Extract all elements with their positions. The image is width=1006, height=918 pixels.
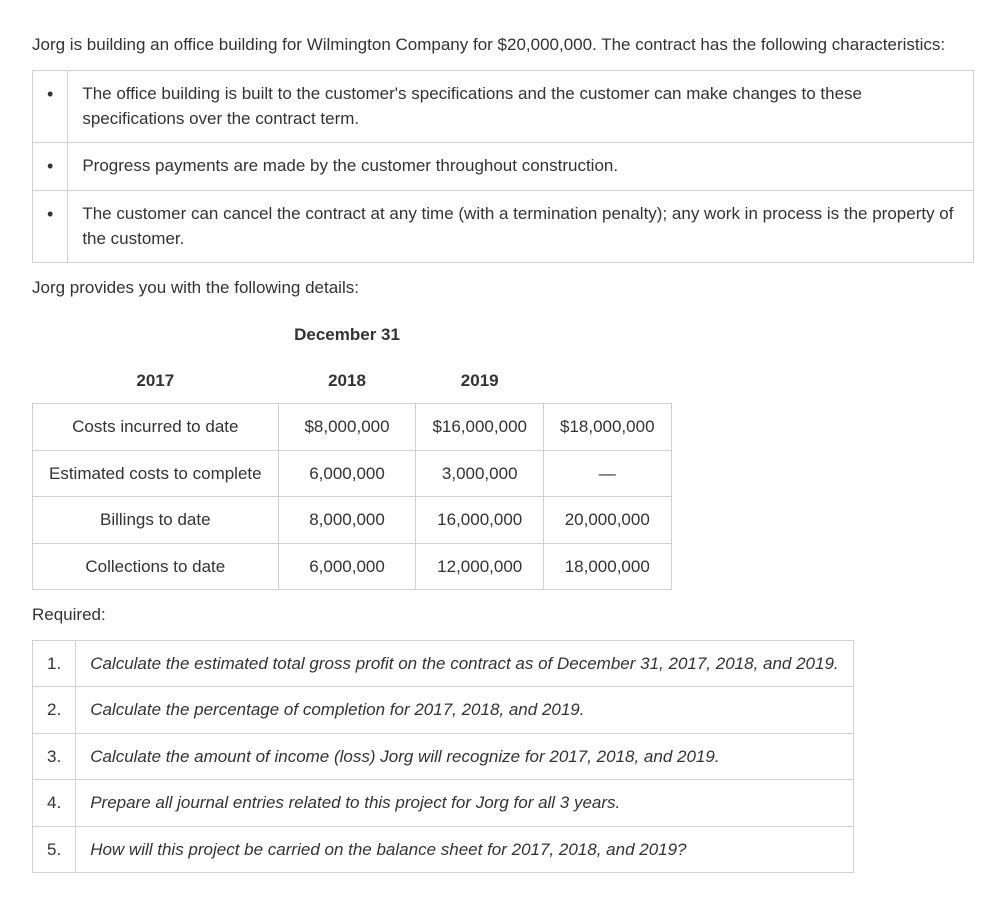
item-text: Prepare all journal entries related to t… [76, 780, 853, 827]
item-text: Calculate the percentage of completion f… [76, 687, 853, 734]
row-label: Costs incurred to date [33, 404, 279, 451]
item-text: Calculate the amount of income (loss) Jo… [76, 733, 853, 780]
cell-value: 18,000,000 [543, 543, 671, 590]
table-header-row: December 31 [33, 312, 672, 358]
cell-value: 8,000,000 [278, 497, 416, 544]
item-number: 2. [33, 687, 76, 734]
year-header: 2018 [278, 358, 416, 404]
row-label: Collections to date [33, 543, 279, 590]
cell-value: 12,000,000 [416, 543, 544, 590]
table-row: • Progress payments are made by the cust… [33, 142, 974, 190]
table-row: Collections to date 6,000,000 12,000,000… [33, 543, 672, 590]
item-number: 1. [33, 640, 76, 687]
bullet-icon: • [33, 190, 68, 262]
characteristic-text: Progress payments are made by the custom… [68, 142, 974, 190]
problem-content: Jorg is building an office building for … [32, 32, 974, 873]
item-text: How will this project be carried on the … [76, 826, 853, 873]
cell-value: — [543, 450, 671, 497]
characteristic-text: The office building is built to the cust… [68, 70, 974, 142]
required-label: Required: [32, 602, 974, 628]
cell-value: 6,000,000 [278, 450, 416, 497]
cell-value: 3,000,000 [416, 450, 544, 497]
cell-value: 6,000,000 [278, 543, 416, 590]
year-header: 2019 [416, 358, 544, 404]
required-list: 1. Calculate the estimated total gross p… [32, 640, 854, 874]
list-item: 5. How will this project be carried on t… [33, 826, 854, 873]
list-item: 4. Prepare all journal entries related t… [33, 780, 854, 827]
cell-value: $18,000,000 [543, 404, 671, 451]
intro-text: Jorg is building an office building for … [32, 32, 974, 58]
year-header-row: 2017 2018 2019 [33, 358, 672, 404]
list-item: 3. Calculate the amount of income (loss)… [33, 733, 854, 780]
row-label: Estimated costs to complete [33, 450, 279, 497]
list-item: 1. Calculate the estimated total gross p… [33, 640, 854, 687]
year-header: 2017 [33, 358, 279, 404]
characteristics-table: • The office building is built to the cu… [32, 70, 974, 263]
cell-value: 16,000,000 [416, 497, 544, 544]
table-row: • The customer can cancel the contract a… [33, 190, 974, 262]
cell-value: $16,000,000 [416, 404, 544, 451]
super-header: December 31 [278, 312, 416, 358]
bullet-icon: • [33, 142, 68, 190]
characteristic-text: The customer can cancel the contract at … [68, 190, 974, 262]
table-row: Costs incurred to date $8,000,000 $16,00… [33, 404, 672, 451]
cell-value: 20,000,000 [543, 497, 671, 544]
table-row: Estimated costs to complete 6,000,000 3,… [33, 450, 672, 497]
data-table: December 31 2017 2018 2019 Costs incurre… [32, 312, 672, 590]
item-number: 5. [33, 826, 76, 873]
cell-value: $8,000,000 [278, 404, 416, 451]
item-text: Calculate the estimated total gross prof… [76, 640, 853, 687]
table-row: • The office building is built to the cu… [33, 70, 974, 142]
item-number: 4. [33, 780, 76, 827]
bullet-icon: • [33, 70, 68, 142]
item-number: 3. [33, 733, 76, 780]
table-row: Billings to date 8,000,000 16,000,000 20… [33, 497, 672, 544]
row-label: Billings to date [33, 497, 279, 544]
details-intro: Jorg provides you with the following det… [32, 275, 974, 301]
list-item: 2. Calculate the percentage of completio… [33, 687, 854, 734]
